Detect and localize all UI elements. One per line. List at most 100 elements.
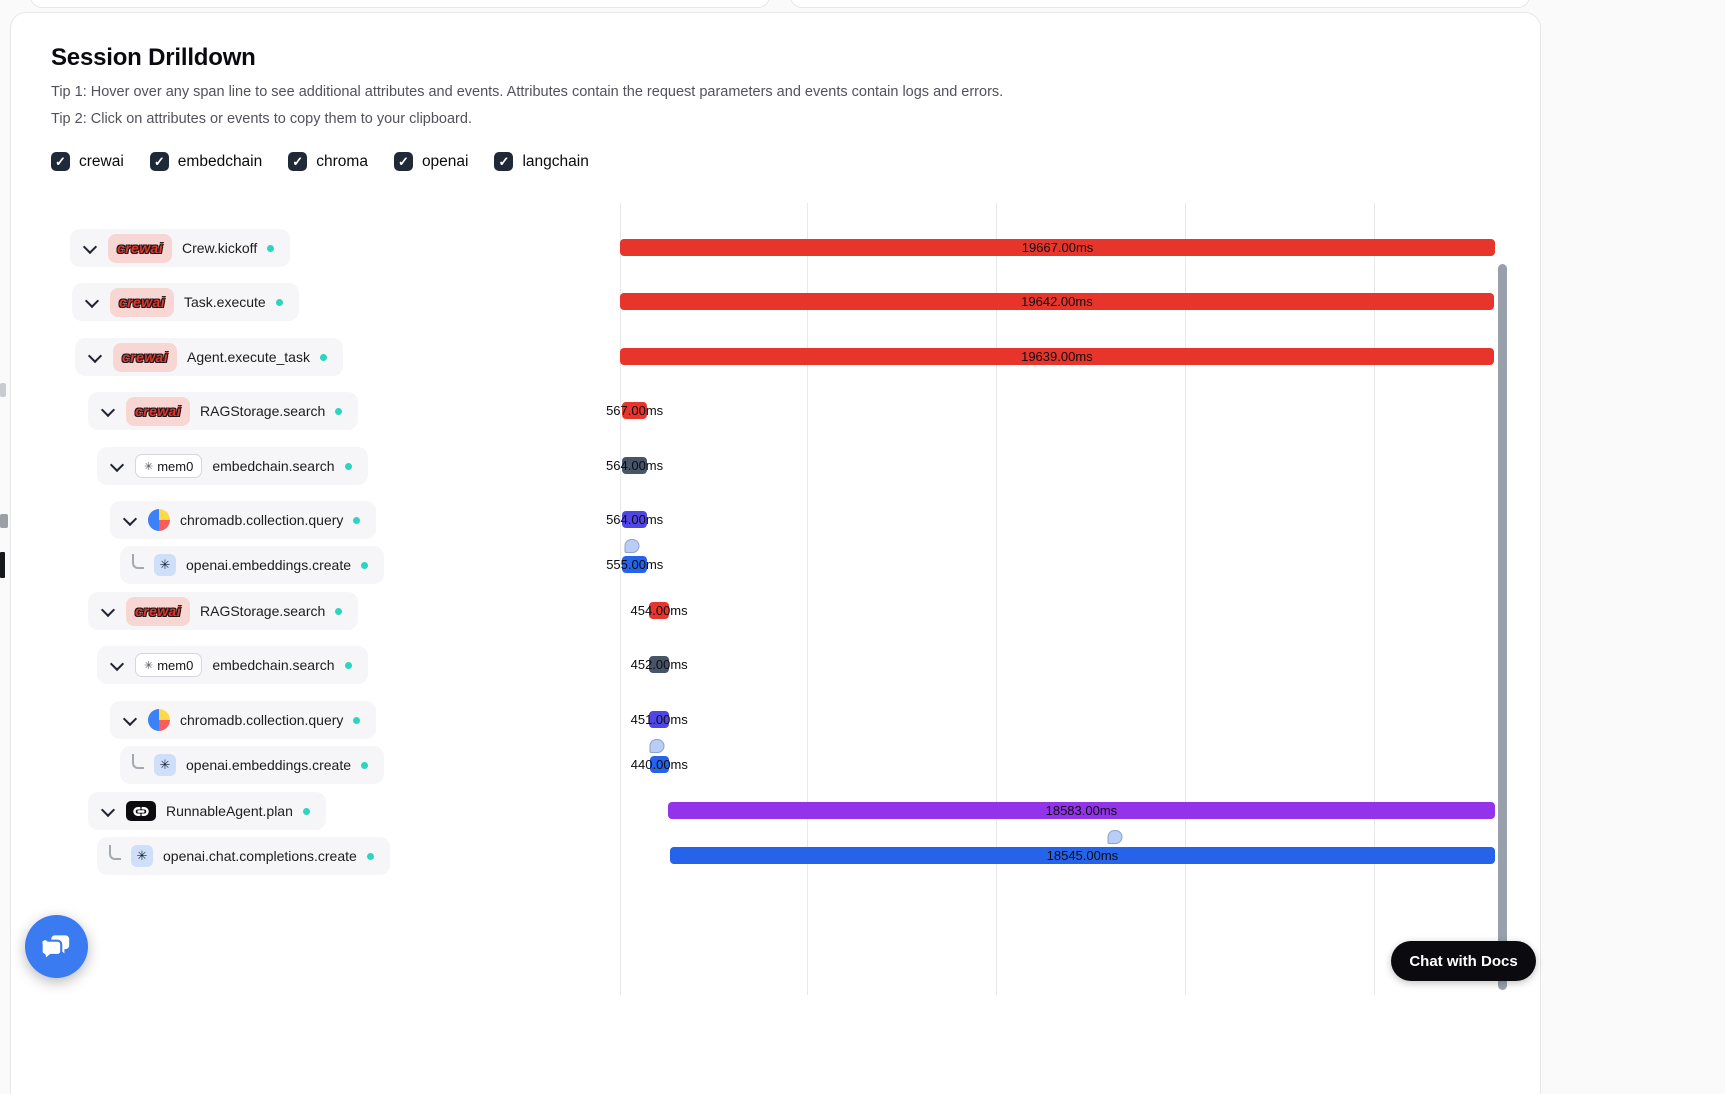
status-dot [335, 607, 343, 615]
expand-chevron-icon[interactable] [100, 603, 116, 619]
span-row-ragstorage-search-3[interactable]: crewai RAGStorage.search [88, 392, 359, 430]
span-name: openai.chat.completions.create [163, 848, 357, 864]
status-dot [353, 716, 361, 724]
span-bar-ragstorage-search-3[interactable] [622, 402, 648, 419]
tip-2-text: Tip 2: Click on attributes or events to … [51, 111, 472, 127]
span-row-embedchain-search-4[interactable]: ✳ mem0 embedchain.search [97, 447, 368, 485]
expand-chevron-icon[interactable] [109, 657, 125, 673]
crewai-logo: crewai [126, 396, 190, 426]
span-row-ragstorage-search-7[interactable]: crewai RAGStorage.search [88, 592, 359, 630]
span-bar-embedchain-search-4[interactable] [622, 457, 648, 474]
crewai-logo: crewai [126, 596, 190, 626]
span-bar-openai-embeddings-create-6[interactable] [622, 556, 648, 573]
edge-fragment [0, 514, 8, 528]
crewai-logo-text: crewai [135, 403, 181, 419]
crewai-logo-text: crewai [122, 349, 168, 365]
status-dot [335, 407, 343, 415]
span-name: embedchain.search [212, 657, 335, 673]
event-bubble-icon[interactable] [649, 739, 665, 753]
checkbox-openai[interactable]: ✓ [393, 152, 413, 171]
expand-chevron-icon[interactable] [100, 803, 116, 819]
span-bar-openai-embeddings-create-10[interactable] [649, 756, 670, 773]
expand-chevron-icon[interactable] [122, 712, 138, 728]
span-bar-agent-execute-task-2[interactable] [620, 348, 1494, 365]
tree-elbow-icon [132, 554, 144, 569]
expand-chevron-icon[interactable] [109, 458, 125, 474]
chat-with-docs-button[interactable]: Chat with Docs [1391, 941, 1536, 981]
edge-fragment [0, 552, 5, 578]
scrollbar-thumb[interactable] [1498, 264, 1507, 990]
span-row-embedchain-search-8[interactable]: ✳ mem0 embedchain.search [97, 646, 368, 684]
span-row-openai-chat-completions-create-12[interactable]: ✳ openai.chat.completions.create [97, 837, 390, 875]
openai-logo-icon: ✳ [154, 554, 176, 576]
span-bar-openai-chat-completions-create-12[interactable] [669, 847, 1495, 864]
span-bar-embedchain-search-8[interactable] [649, 656, 670, 673]
filter-label: embedchain [177, 152, 263, 170]
expand-chevron-icon[interactable] [100, 403, 116, 419]
span-name: chromadb.collection.query [180, 512, 344, 528]
span-row-chromadb-collection-query-9[interactable]: chromadb.collection.query [110, 701, 377, 739]
span-bar-task-execute-1[interactable] [620, 293, 1494, 310]
chat-with-docs-label: Chat with Docs [1409, 952, 1518, 970]
checkbox-embedchain[interactable]: ✓ [149, 152, 169, 171]
checkbox-langchain[interactable]: ✓ [494, 152, 514, 171]
span-bar-crew-kickoff-0[interactable] [620, 239, 1495, 256]
span-row-crew-kickoff-0[interactable]: crewai Crew.kickoff [70, 229, 291, 267]
crewai-logo-text: crewai [119, 294, 165, 310]
status-dot [267, 244, 275, 252]
expand-chevron-icon[interactable] [87, 349, 103, 365]
span-row-task-execute-1[interactable]: crewai Task.execute [72, 283, 299, 321]
edge-fragment [0, 383, 6, 397]
span-name: chromadb.collection.query [180, 712, 344, 728]
span-bar-chromadb-collection-query-5[interactable] [622, 511, 648, 528]
filter-label: crewai [79, 152, 124, 170]
chat-widget-button[interactable] [25, 915, 88, 978]
crewai-logo-text: crewai [135, 603, 181, 619]
span-name: Agent.execute_task [187, 349, 310, 365]
span-row-chromadb-collection-query-5[interactable]: chromadb.collection.query [110, 501, 377, 539]
gridline [1374, 203, 1375, 995]
span-bar-runnableagent-plan-11[interactable] [668, 802, 1495, 819]
status-dot [302, 807, 310, 815]
openai-logo-icon: ✳ [154, 754, 176, 776]
filter-chroma[interactable]: ✓ chroma [288, 152, 368, 171]
openai-logo-icon: ✳ [131, 845, 153, 867]
span-bar-ragstorage-search-7[interactable] [649, 602, 670, 619]
chat-bubbles-icon [39, 929, 75, 965]
span-row-agent-execute-task-2[interactable]: crewai Agent.execute_task [75, 338, 343, 376]
span-row-openai-embeddings-create-6[interactable]: ✳ openai.embeddings.create [120, 546, 385, 584]
expand-chevron-icon[interactable] [84, 294, 100, 310]
mem0-star-icon: ✳ [144, 460, 154, 473]
span-bar-chromadb-collection-query-9[interactable] [649, 711, 670, 728]
status-dot [344, 462, 352, 470]
gridline [1185, 203, 1186, 995]
span-row-openai-embeddings-create-10[interactable]: ✳ openai.embeddings.create [120, 746, 385, 784]
expand-chevron-icon[interactable] [122, 512, 138, 528]
filter-langchain[interactable]: ✓ langchain [494, 152, 589, 171]
mem0-logo: ✳ mem0 [135, 653, 203, 677]
chroma-logo-icon [148, 509, 170, 531]
filter-label: openai [421, 152, 469, 170]
event-bubble-icon[interactable] [1107, 830, 1123, 844]
gridline [620, 203, 621, 995]
span-name: Crew.kickoff [182, 240, 258, 256]
checkbox-chroma[interactable]: ✓ [288, 152, 308, 171]
span-name: RAGStorage.search [200, 603, 326, 619]
status-dot [353, 516, 361, 524]
status-dot [275, 298, 283, 306]
status-dot [344, 661, 352, 669]
event-bubble-icon[interactable] [624, 539, 640, 553]
gridline [807, 203, 808, 995]
expand-chevron-icon[interactable] [82, 240, 98, 256]
crewai-logo: crewai [110, 287, 174, 317]
span-row-runnableagent-plan-11[interactable]: RunnableAgent.plan [88, 792, 326, 830]
checkbox-crewai[interactable]: ✓ [51, 152, 70, 171]
status-dot [366, 852, 374, 860]
span-name: Task.execute [184, 294, 266, 310]
span-name: openai.embeddings.create [186, 757, 352, 773]
filter-crewai[interactable]: ✓ crewai [51, 152, 124, 171]
tip-1-text: Tip 1: Hover over any span line to see a… [51, 84, 1004, 100]
filter-openai[interactable]: ✓ openai [393, 152, 469, 171]
filter-embedchain[interactable]: ✓ embedchain [149, 152, 263, 171]
